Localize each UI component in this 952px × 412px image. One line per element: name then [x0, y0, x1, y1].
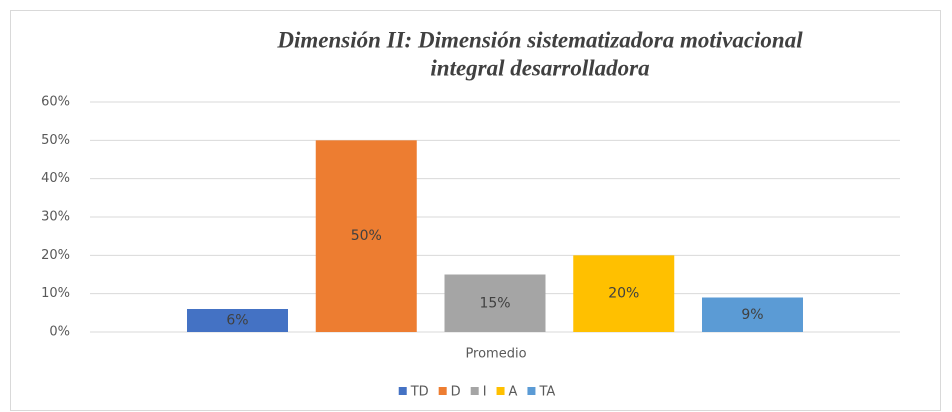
data-label: 9% — [741, 307, 763, 323]
legend-swatch — [398, 387, 407, 395]
legend-label: I — [483, 385, 487, 400]
data-label: 6% — [226, 313, 248, 329]
chart-border — [10, 10, 941, 411]
bar — [315, 140, 417, 332]
y-tick-label: 10% — [41, 286, 70, 301]
bar — [573, 255, 675, 332]
y-tick-label: 50% — [41, 133, 70, 148]
legend-swatch — [438, 387, 447, 395]
legend-swatch — [496, 387, 505, 395]
chart-title: integral desarrolladora — [430, 55, 649, 80]
y-tick-label: 60% — [41, 95, 70, 110]
y-tick-label: 0% — [49, 325, 70, 340]
bar — [444, 274, 546, 332]
bar — [702, 297, 803, 332]
data-label: 20% — [608, 286, 639, 302]
y-tick-label: 30% — [41, 210, 70, 225]
legend-label: TA — [538, 385, 555, 400]
y-tick-label: 40% — [41, 171, 70, 186]
legend-label: TD — [410, 385, 429, 400]
data-label: 50% — [351, 228, 382, 244]
x-tick-label: Promedio — [465, 347, 526, 362]
legend-label: D — [451, 385, 461, 400]
bar — [187, 309, 288, 332]
y-tick-label: 20% — [41, 248, 70, 263]
legend-swatch — [470, 387, 479, 395]
legend-swatch — [527, 387, 536, 395]
data-label: 15% — [479, 295, 510, 311]
legend-label: A — [509, 385, 518, 400]
chart-title: Dimensión II: Dimensión sistematizadora … — [276, 27, 803, 52]
